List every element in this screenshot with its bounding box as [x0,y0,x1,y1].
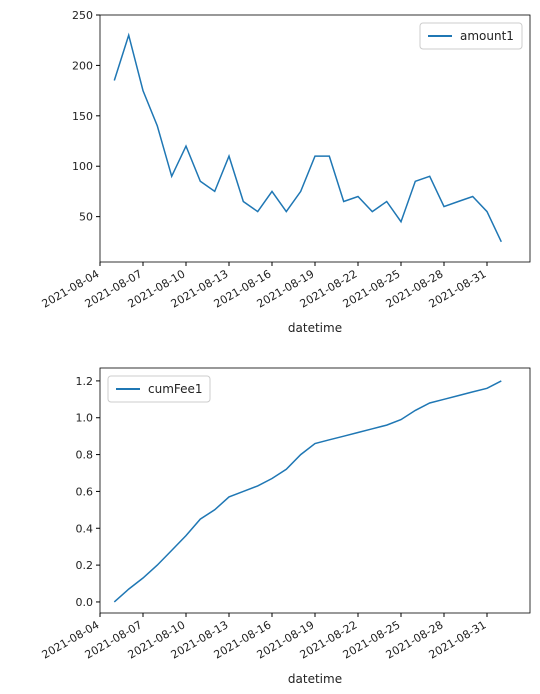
x-axis-label: datetime [288,321,342,335]
y-tick-label: 0.4 [76,522,94,535]
y-tick-label: 0.2 [76,559,94,572]
legend-frame [107,375,211,403]
x-axis-label: datetime [288,672,342,686]
y-tick-label: 50 [79,211,93,224]
legend-frame [419,22,523,50]
plot-frame [99,367,531,614]
y-tick-label: 100 [72,160,93,173]
y-tick-label: 0.6 [76,485,94,498]
legend-label: amount1 [460,29,514,43]
y-tick-label: 1.2 [76,375,94,388]
plot-frame [99,14,531,263]
y-tick-label: 150 [72,110,93,123]
line [113,32,502,243]
y-tick-label: 1.0 [76,412,94,425]
line [113,380,502,603]
y-tick-label: 0.0 [76,596,94,609]
legend-label: cumFee1 [148,382,203,396]
y-tick-label: 250 [72,9,93,22]
y-tick-label: 0.8 [76,449,94,462]
y-tick-label: 200 [72,59,93,72]
